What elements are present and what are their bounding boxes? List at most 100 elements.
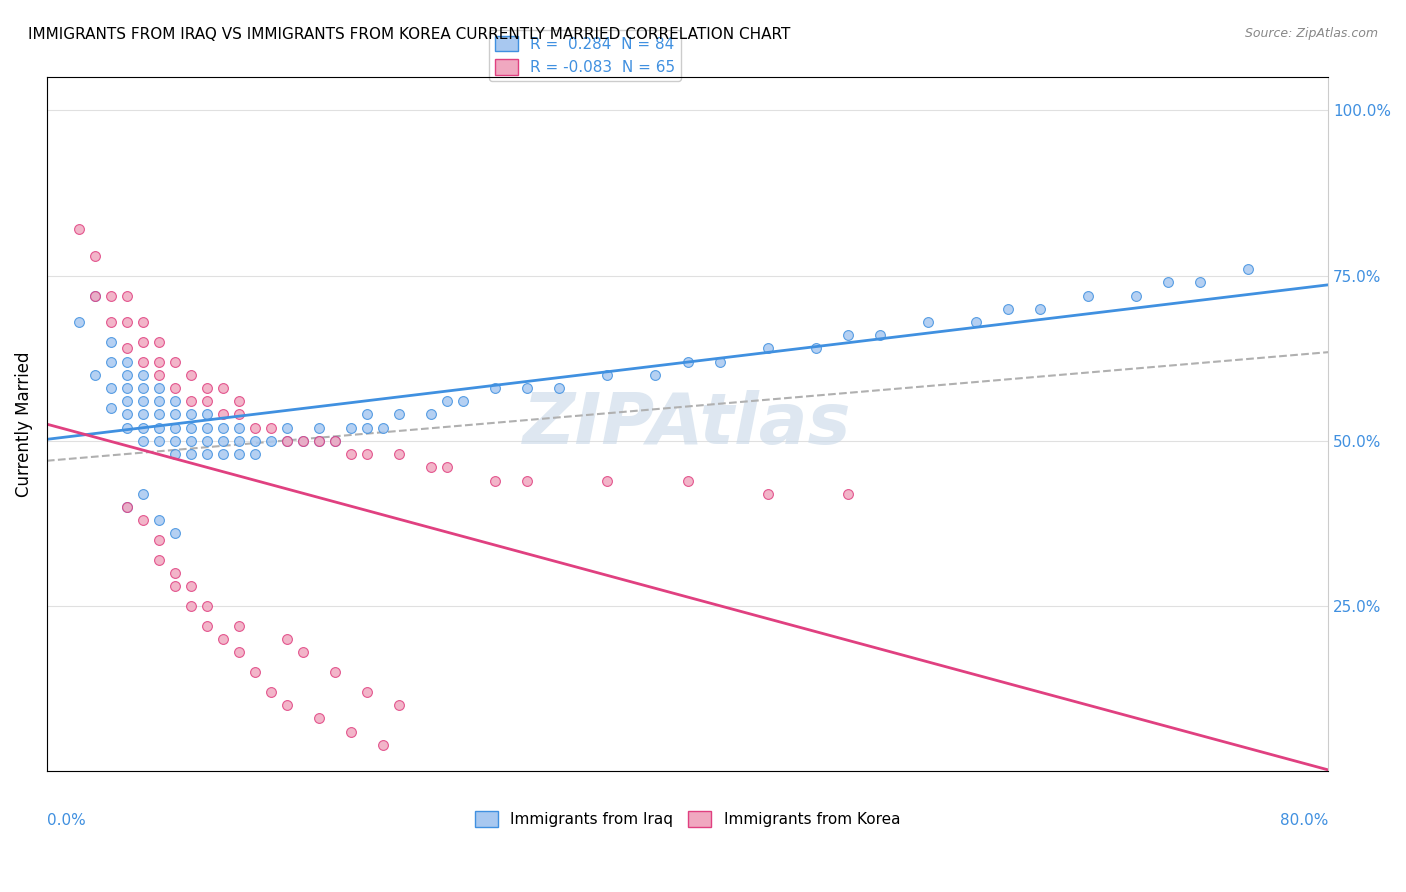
Point (260, 434, 283, 448)
Point (132, 487, 155, 501)
Point (148, 394, 170, 409)
Point (163, 434, 186, 448)
Point (1237, 262, 1260, 277)
Point (132, 368, 155, 382)
Point (115, 342, 138, 356)
Point (228, 645, 250, 659)
Point (180, 447, 202, 461)
Point (965, 315, 987, 329)
Point (212, 408, 235, 422)
Point (644, 368, 666, 382)
Point (292, 434, 315, 448)
Point (388, 698, 411, 713)
Point (115, 381, 138, 395)
Point (228, 408, 250, 422)
Point (100, 315, 122, 329)
Point (84, 288, 107, 302)
Point (308, 711, 330, 725)
Point (837, 328, 859, 343)
Point (148, 354, 170, 368)
Point (596, 368, 619, 382)
Point (373, 738, 395, 752)
Point (67, 315, 90, 329)
Point (292, 434, 315, 448)
Point (180, 579, 202, 593)
Point (228, 619, 250, 633)
Point (180, 434, 202, 448)
Text: Source: ZipAtlas.com: Source: ZipAtlas.com (1244, 27, 1378, 40)
Point (132, 394, 155, 409)
Point (212, 447, 235, 461)
Point (436, 394, 458, 409)
Point (163, 381, 186, 395)
Point (163, 447, 186, 461)
Point (356, 447, 378, 461)
Point (115, 420, 138, 434)
Point (484, 381, 506, 395)
Point (148, 420, 170, 434)
Point (308, 434, 330, 448)
Point (1157, 275, 1180, 289)
Point (1125, 288, 1147, 302)
Point (276, 434, 298, 448)
Point (212, 434, 235, 448)
Point (195, 408, 218, 422)
Point (115, 315, 138, 329)
Point (180, 368, 202, 382)
Point (132, 354, 155, 368)
Point (243, 665, 266, 680)
Point (453, 394, 475, 409)
Point (837, 487, 859, 501)
Point (323, 434, 346, 448)
Point (243, 447, 266, 461)
Point (84, 249, 107, 263)
Text: 0.0%: 0.0% (46, 813, 86, 828)
Point (195, 420, 218, 434)
Point (212, 420, 235, 434)
Text: ZIPAtlas: ZIPAtlas (523, 390, 852, 458)
Point (292, 645, 315, 659)
Point (243, 434, 266, 448)
Point (997, 301, 1019, 316)
Point (115, 394, 138, 409)
Point (132, 408, 155, 422)
Point (1077, 288, 1099, 302)
Point (132, 315, 155, 329)
Point (195, 619, 218, 633)
Point (260, 685, 283, 699)
Point (115, 408, 138, 422)
Point (709, 354, 731, 368)
Point (484, 474, 506, 488)
Point (163, 566, 186, 580)
Point (180, 599, 202, 614)
Point (516, 474, 538, 488)
Point (373, 420, 395, 434)
Point (195, 381, 218, 395)
Point (163, 526, 186, 541)
Point (148, 553, 170, 567)
Point (1029, 301, 1052, 316)
Point (132, 420, 155, 434)
Point (1188, 275, 1211, 289)
Point (243, 420, 266, 434)
Point (100, 381, 122, 395)
Point (212, 632, 235, 647)
Point (195, 394, 218, 409)
Point (163, 394, 186, 409)
Point (180, 394, 202, 409)
Point (163, 579, 186, 593)
Point (340, 420, 363, 434)
Point (676, 354, 699, 368)
Point (228, 434, 250, 448)
Point (756, 342, 779, 356)
Point (163, 420, 186, 434)
Point (212, 381, 235, 395)
Point (436, 460, 458, 475)
Point (132, 381, 155, 395)
Point (115, 354, 138, 368)
Point (163, 408, 186, 422)
Point (420, 408, 443, 422)
Point (148, 408, 170, 422)
Point (115, 368, 138, 382)
Point (804, 342, 827, 356)
